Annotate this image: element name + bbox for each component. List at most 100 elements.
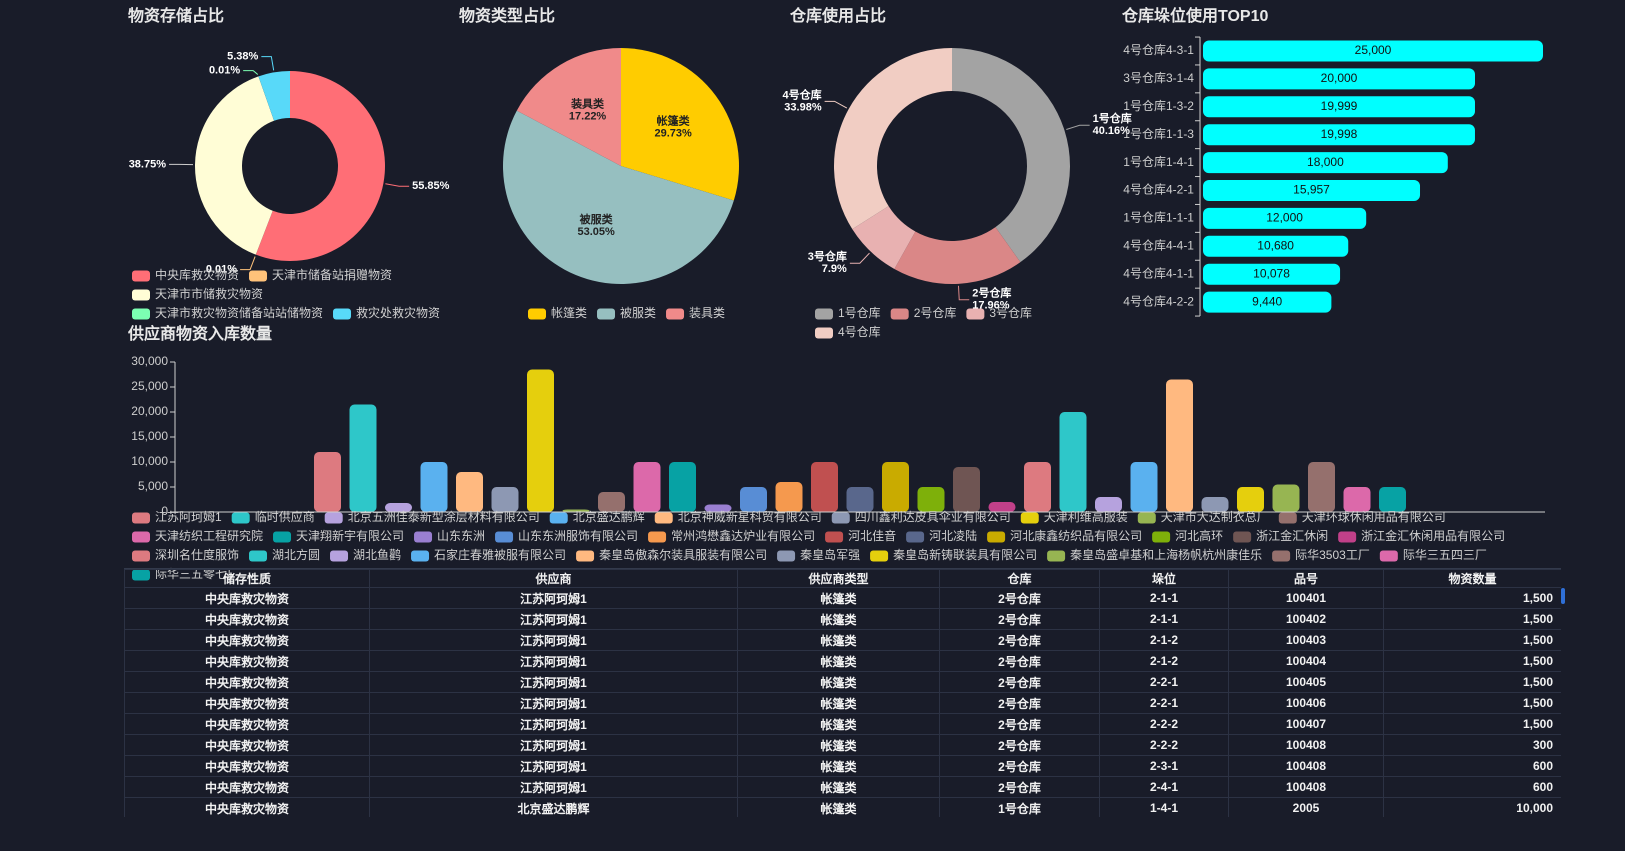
legend-item: 山东东洲服饰有限公司 [495, 529, 638, 543]
slice-label-name: 2号仓库 [972, 286, 1011, 300]
table-cell: 600 [1383, 755, 1561, 777]
legend-item: 山东东洲 [414, 529, 485, 543]
y-tick-label: 15,000 [131, 429, 168, 443]
slice-label-name: 帐篷类 [657, 113, 691, 127]
table-cell: 1,500 [1383, 608, 1561, 630]
legend-label: 装具类 [689, 306, 725, 320]
table-row: 中央库救灾物资 江苏阿珂姆1 帐篷类 2号仓库 2-2-2 100408 300 [124, 734, 1561, 756]
pie-slice [255, 71, 385, 261]
table-cell: 中央库救灾物资 [124, 587, 370, 609]
table-cell: 帐篷类 [737, 776, 940, 798]
slice-label-value: 5.38% [227, 50, 258, 62]
legend-item: 江苏阿珂姆1 [132, 510, 222, 524]
y-tick-label: 4号仓库4-4-1 [1123, 237, 1194, 252]
table-cell: 江苏阿珂姆1 [369, 713, 738, 735]
legend-item: 天津市储备站捐赠物资 [249, 267, 392, 282]
table-cell: 1,500 [1383, 671, 1561, 693]
slice-label-value: 53.05% [577, 226, 615, 238]
table-cell: 中央库救灾物资 [124, 797, 370, 817]
header-cell: 供应商类型 [737, 569, 940, 588]
legend-label: 际华3503工厂 [1295, 548, 1370, 562]
table-cell: 江苏阿珂姆1 [369, 734, 738, 756]
legend-swatch [273, 531, 292, 543]
legend-label: 北京神威新星科贸有限公司 [678, 509, 822, 524]
slice-label-value: 0.01% [206, 263, 237, 275]
table-cell: 100404 [1228, 650, 1384, 672]
y-tick-label: 30,000 [131, 354, 168, 368]
table-cell: 江苏阿珂姆1 [369, 608, 738, 630]
bar [633, 462, 661, 512]
legend-item: 际华3503工厂 [1272, 548, 1370, 562]
bar [1203, 152, 1448, 174]
table-cell: 1,500 [1383, 713, 1561, 735]
pie-slice [894, 227, 1021, 284]
y-tick-label: 0 [161, 504, 168, 518]
bar-value-label: 9,440 [1252, 294, 1282, 308]
data-table: 储存性质 供应商 供应商类型 仓库 垛位 品号 物资数量 中央库救灾物资 江苏阿珂姆1 帐篷类 2… [124, 568, 1561, 817]
chart-title: 物资类型占比 [459, 6, 555, 25]
legend-item: 秦皇岛新铸联装具有限公司 [870, 547, 1037, 562]
bar [349, 404, 377, 512]
legend-item: 四川鑫利达皮具伞业有限公司 [831, 509, 1011, 524]
legend-item: 北京五洲佳泰新型涂层材料有限公司 [324, 509, 540, 524]
legend-label: 天津环球休闲用品有限公司 [1302, 510, 1446, 524]
y-tick-label: 25,000 [131, 379, 168, 393]
legend-label: 四川鑫利达皮具伞业有限公司 [855, 509, 1011, 524]
slice-label-value: 0.01% [209, 64, 240, 76]
table-cell: 2号仓库 [939, 671, 1100, 693]
legend-item: 浙江金汇休闲 [1233, 528, 1328, 543]
legend-swatch [1137, 512, 1156, 524]
slice-label-value: 38.75% [129, 158, 167, 170]
legend-item: 天津纺织工程研究院 [132, 528, 263, 543]
legend-item: 秦皇岛傲森尔装具服装有限公司 [576, 547, 767, 562]
legend-label: 山东东洲 [437, 529, 485, 543]
label-leader [261, 56, 275, 71]
legend-item: 北京盛达鹏辉 [549, 509, 645, 524]
legend-item: 天津利维高服装 [1020, 509, 1128, 524]
legend-label: 湖北鱼鹳 [353, 547, 401, 562]
table-cell: 江苏阿珂姆1 [369, 671, 738, 693]
table-cell: 100408 [1228, 734, 1384, 756]
bar [1343, 487, 1371, 512]
bar [562, 509, 590, 512]
table-cell: 2-2-2 [1099, 734, 1229, 756]
table-cell: 2-2-1 [1099, 692, 1229, 714]
table-cell: 帐篷类 [737, 671, 940, 693]
bar [1203, 96, 1475, 118]
legend-label: 帐篷类 [551, 305, 587, 320]
table-cell: 2号仓库 [939, 692, 1100, 714]
chart-title: 供应商物资入库数量 [127, 324, 272, 343]
bar-value-label: 15,957 [1293, 183, 1330, 197]
label-leader [824, 100, 848, 109]
bar [491, 487, 519, 512]
scrollbar[interactable] [1561, 588, 1565, 604]
bar [1203, 180, 1421, 201]
legend-label: 深圳名仕度服饰 [155, 547, 239, 562]
bar [456, 472, 483, 512]
legend-swatch [1047, 550, 1066, 562]
legend-swatch [249, 550, 268, 562]
header-cell: 垛位 [1099, 569, 1229, 588]
table-cell: 2-1-2 [1099, 650, 1229, 672]
legend-swatch [576, 550, 595, 562]
bar [953, 467, 980, 512]
legend-label: 救灾处救灾物资 [356, 305, 440, 320]
header-row: 储存性质 供应商 供应商类型 仓库 垛位 品号 物资数量 [124, 569, 1561, 588]
bar [1379, 487, 1406, 512]
bar [1272, 484, 1300, 512]
bar [1095, 497, 1122, 512]
legend-item: 装具类 [666, 306, 725, 320]
legend-swatch [966, 308, 985, 320]
table-row: 中央库救灾物资 北京盛达鹏辉 帐篷类 1号仓库 1-4-1 2005 10,000 [124, 797, 1561, 817]
y-tick-label: 4号仓库4-1-1 [1123, 265, 1194, 280]
y-tick-label: 1号仓库1-1-3 [1123, 126, 1194, 141]
table-cell: 帐篷类 [737, 587, 940, 609]
legend-label: 北京五洲佳泰新型涂层材料有限公司 [348, 509, 540, 524]
table-cell: 2-2-2 [1099, 713, 1229, 735]
legend-item: 1号仓库 [815, 305, 881, 320]
table-cell: 中央库救灾物资 [124, 755, 370, 777]
pie-slice [195, 76, 275, 255]
header-cell: 品号 [1228, 569, 1384, 588]
y-tick-label: 4号仓库4-3-1 [1123, 42, 1194, 57]
legend-swatch [330, 550, 349, 562]
